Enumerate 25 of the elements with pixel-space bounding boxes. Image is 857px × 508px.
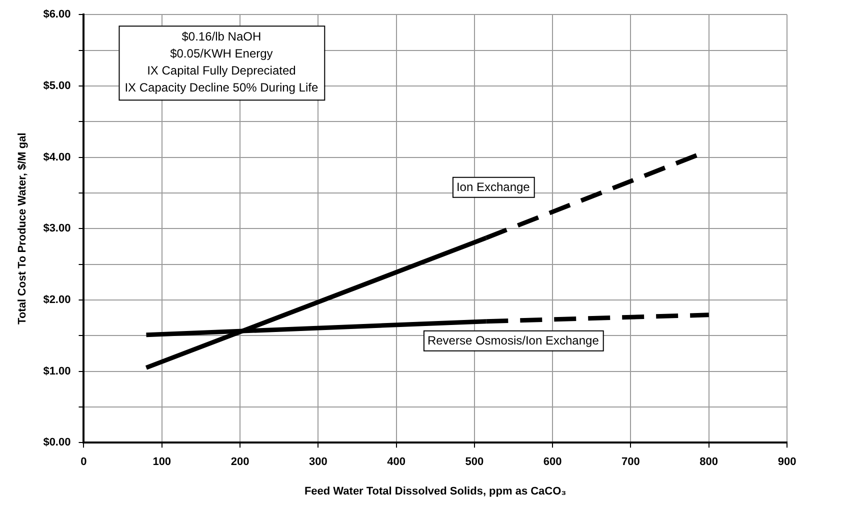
x-tick-label: 500 — [465, 456, 484, 468]
annotation: $0.16/lb NaOH — [182, 29, 262, 44]
x-tick-label: 700 — [622, 456, 640, 468]
annotation: $0.05/KWH Energy — [170, 46, 273, 60]
y-tick-label: $2.00 — [43, 294, 71, 306]
x-tick-label: 600 — [543, 456, 562, 468]
x-tick-label: 900 — [778, 456, 796, 468]
annotation: IX Capital Fully Depreciated — [147, 63, 296, 78]
y-tick-label: $5.00 — [43, 80, 71, 92]
text: Ion Exchange — [456, 180, 530, 194]
series-label: Reverse Osmosis/Ion Exchange — [427, 334, 600, 348]
y-tick-label: $1.00 — [43, 365, 71, 378]
y-tick-label: $3.00 — [43, 222, 71, 235]
x-tick-label: 200 — [230, 456, 250, 468]
x-axis-title: Feed Water Total Dissolved Solids, ppm as CaCO₃ — [304, 485, 566, 498]
annotation: IX Capacity Decline 50% During Life — [124, 80, 318, 94]
y-tick-label: $0.00 — [43, 436, 71, 449]
x-tick-label: 300 — [308, 456, 328, 468]
y-tick-label: $6.00 — [43, 8, 71, 21]
x-tick-label: 400 — [387, 456, 406, 468]
x-tick-label: 800 — [700, 456, 718, 468]
x-tick-label: 0 — [80, 456, 87, 468]
x-tick-label: 100 — [152, 456, 172, 468]
y-axis-title: Total Cost To Produce Water, $/M gal — [16, 132, 29, 324]
y-tick-label: $4.00 — [43, 151, 71, 164]
